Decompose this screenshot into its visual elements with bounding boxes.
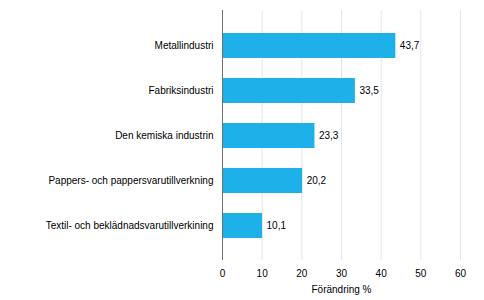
svg-text:Fabriksindustri: Fabriksindustri [148,85,213,96]
svg-text:30: 30 [336,268,348,279]
svg-text:40: 40 [376,268,388,279]
svg-text:23,3: 23,3 [319,130,339,141]
svg-text:50: 50 [415,268,427,279]
svg-text:20,2: 20,2 [307,175,327,186]
svg-text:0: 0 [220,268,226,279]
svg-text:Den kemiska industrin: Den kemiska industrin [115,130,213,141]
svg-text:43,7: 43,7 [400,40,420,51]
svg-text:20: 20 [296,268,308,279]
svg-text:60: 60 [455,268,467,279]
svg-text:Förändring %: Förändring % [311,284,371,295]
svg-text:10: 10 [257,268,269,279]
svg-text:10,1: 10,1 [267,220,287,231]
svg-text:Pappers- och pappersvarutillve: Pappers- och pappersvarutillverkning [48,175,213,186]
svg-text:Metallindustri: Metallindustri [155,40,214,51]
svg-text:33,5: 33,5 [359,85,379,96]
svg-text:Textil- och beklädnadsvarutill: Textil- och beklädnadsvarutillverkining [46,220,214,231]
